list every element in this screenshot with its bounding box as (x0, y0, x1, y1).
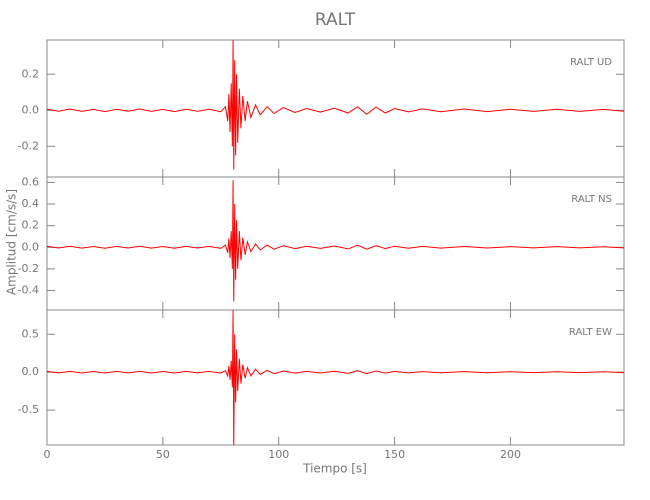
x-tick-label: 50 (156, 448, 170, 461)
x-tick-label: 100 (268, 448, 289, 461)
trace (46, 309, 625, 446)
x-tick-label: 200 (500, 448, 521, 461)
x-tick-label: 150 (384, 448, 405, 461)
y-tick-label: -0.4 (18, 284, 39, 297)
x-tick-label: 0 (44, 448, 51, 461)
y-tick-label: 0.0 (22, 103, 40, 116)
x-axis-label: Tiempo [s] (302, 462, 367, 476)
panel-annotation: RALT UD (570, 57, 612, 68)
y-axis-label: Amplitud [cm/s/s] (5, 189, 19, 295)
panel-frame (46, 176, 625, 311)
y-tick-label: 0.0 (22, 240, 40, 253)
y-tick-label: 0.6 (22, 175, 40, 188)
y-tick-label: 0.4 (22, 197, 40, 210)
y-tick-label: 0.2 (22, 67, 40, 80)
y-tick-label: 0.2 (22, 219, 40, 232)
y-tick-label: -0.5 (18, 403, 39, 416)
y-tick-label: 0.5 (22, 327, 40, 340)
panel-annotation: RALT EW (569, 327, 612, 338)
y-tick-label: -0.2 (18, 262, 39, 275)
y-tick-label: 0.0 (22, 365, 40, 378)
trace (46, 180, 625, 302)
y-tick-label: -0.2 (18, 139, 39, 152)
panel-frame (46, 309, 625, 446)
chart-title: RALT (315, 10, 356, 30)
trace (46, 39, 625, 170)
panel-annotation: RALT NS (571, 194, 612, 205)
